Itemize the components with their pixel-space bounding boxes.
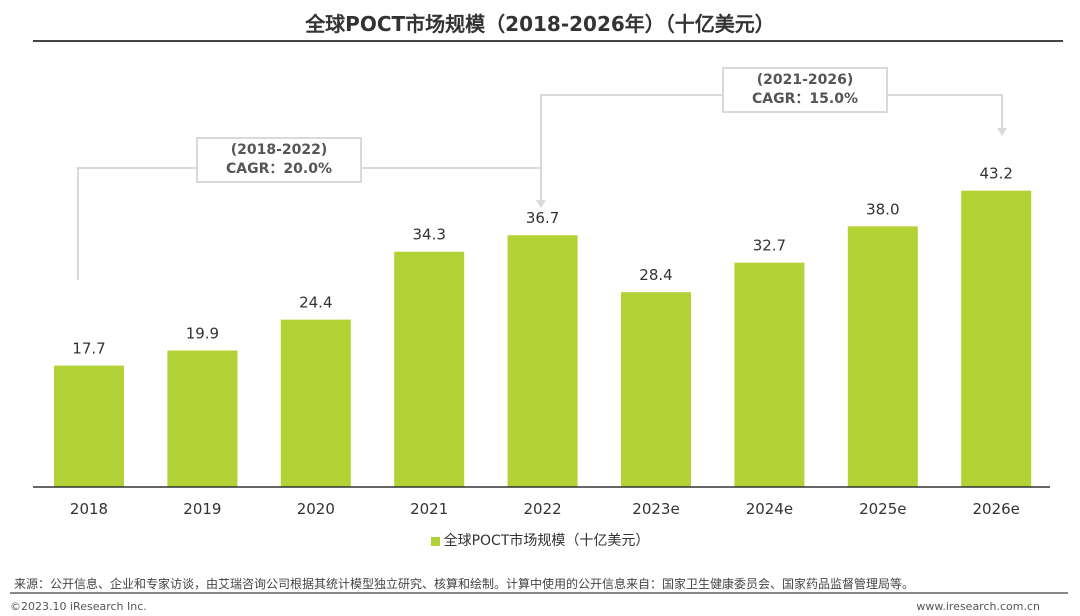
- bar-2020: [280, 319, 351, 487]
- chart-title: 全球POCT市场规模（2018-2026年）（十亿美元）: [305, 12, 775, 36]
- value-label-2023e: 28.4: [639, 266, 672, 284]
- cagr-box-2021-2026: (2021-2026) CAGR：15.0%: [722, 67, 888, 113]
- x-tick-label-2020: 2020: [297, 500, 335, 518]
- bracket-arrow-2022: [536, 200, 546, 208]
- value-label-2026e: 43.2: [979, 165, 1012, 183]
- cagr-value: CAGR：15.0%: [752, 91, 858, 107]
- bracket-2018-2022: [77, 167, 542, 280]
- source-note: 来源：公开信息、企业和专家访谈，由艾瑞咨询公司根据其统计模型独立研究、核算和绘制…: [14, 577, 915, 591]
- value-label-2024e: 32.7: [753, 237, 786, 255]
- footer-divider: [10, 592, 1068, 594]
- bar-2021: [394, 251, 465, 487]
- x-tick-label-2025e: 2025e: [859, 500, 906, 518]
- value-label-2022: 36.7: [526, 209, 559, 227]
- value-label-2025e: 38.0: [866, 200, 899, 218]
- cagr-box-2018-2022: (2018-2022) CAGR：20.0%: [196, 137, 362, 183]
- x-tick-label-2019: 2019: [183, 500, 221, 518]
- bar-2025e: [847, 226, 918, 487]
- bar-2024e: [734, 262, 805, 487]
- value-label-2021: 34.3: [412, 226, 445, 244]
- legend-label: 全球POCT市场规模（十亿美元）: [443, 533, 650, 549]
- x-tick-label-2023e: 2023e: [632, 500, 679, 518]
- legend: 全球POCT市场规模（十亿美元）: [0, 530, 1080, 550]
- copyright: ©2023.10 iResearch Inc.: [10, 600, 147, 613]
- x-tick-label-2026e: 2026e: [972, 500, 1019, 518]
- legend-swatch: [430, 536, 440, 546]
- bar-2019: [167, 350, 238, 487]
- cagr-value: CAGR：20.0%: [226, 161, 332, 177]
- value-label-2019: 19.9: [186, 324, 219, 342]
- x-tick-label-2024e: 2024e: [746, 500, 793, 518]
- value-label-2020: 24.4: [299, 294, 332, 312]
- value-label-2018: 17.7: [72, 340, 105, 358]
- website: www.iresearch.com.cn: [916, 600, 1040, 613]
- cagr-period: (2021-2026): [756, 72, 854, 88]
- bar-2022: [507, 235, 578, 487]
- bar-2023e: [621, 292, 691, 487]
- bar-2018: [54, 365, 124, 487]
- bar-2026e: [961, 190, 1032, 487]
- x-tick-label-2022: 2022: [524, 500, 562, 518]
- cagr-period: (2018-2022): [230, 142, 328, 158]
- bracket-arrow-2026: [997, 128, 1007, 136]
- x-tick-label-2018: 2018: [70, 500, 108, 518]
- title-divider: [33, 40, 1063, 42]
- x-tick-label-2021: 2021: [410, 500, 448, 518]
